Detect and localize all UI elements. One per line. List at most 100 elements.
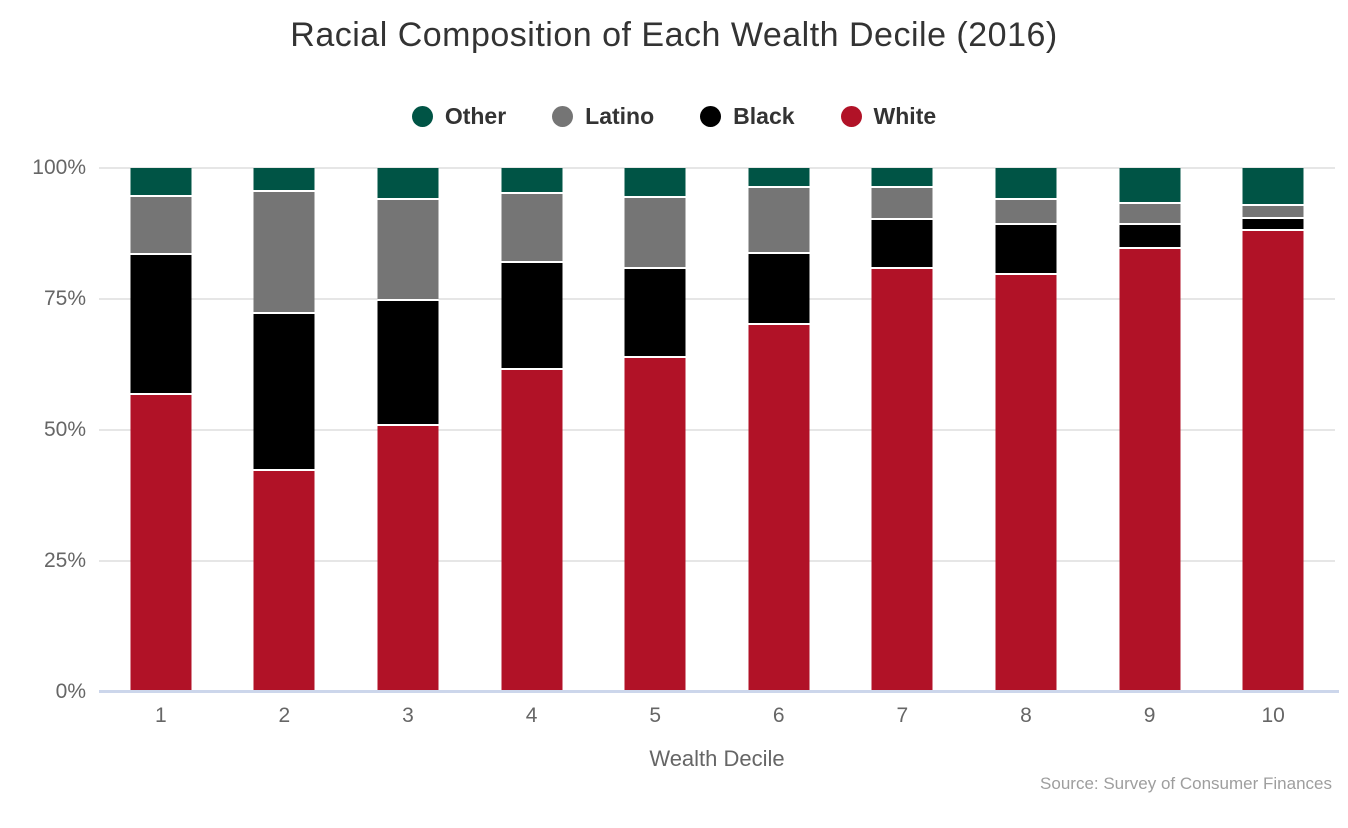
bar-segment-black-decile-3[interactable] [377, 300, 439, 426]
bar-stack-5 [624, 168, 686, 692]
bar-segment-white-decile-7[interactable] [871, 268, 933, 692]
bar-stack-2 [253, 168, 315, 692]
bar-segment-other-decile-1[interactable] [130, 168, 192, 197]
bar-segment-other-decile-2[interactable] [253, 168, 315, 193]
bar-segment-latino-decile-3[interactable] [377, 199, 439, 301]
bar-stack-3 [377, 168, 439, 692]
bar-segment-other-decile-5[interactable] [624, 168, 686, 199]
x-tick-label-10: 10 [1261, 704, 1285, 727]
legend-label-black: Black [733, 103, 795, 129]
chart-title: Racial Composition of Each Wealth Decile… [290, 16, 1058, 54]
bar-segment-black-decile-9[interactable] [1119, 225, 1181, 250]
legend-label-other: Other [444, 103, 507, 129]
bar-segment-latino-decile-1[interactable] [130, 196, 192, 255]
bar-segment-black-decile-7[interactable] [871, 219, 933, 269]
bar-stack-6 [748, 168, 810, 692]
legend: Other Latino Black White [0, 103, 1348, 130]
bar-cell-5 [593, 168, 717, 692]
grid-line-50pct [99, 429, 1335, 431]
bar-segment-white-decile-2[interactable] [253, 470, 315, 692]
bar-segment-white-decile-3[interactable] [377, 425, 439, 692]
bar-segment-other-decile-9[interactable] [1119, 168, 1181, 205]
bar-stack-8 [995, 168, 1057, 692]
bar-segment-latino-decile-10[interactable] [1242, 206, 1304, 220]
bar-stack-4 [501, 168, 563, 692]
grid-line-100pct [99, 167, 1335, 169]
legend-item-black[interactable]: Black [700, 103, 795, 130]
x-axis-title: Wealth Decile [649, 746, 785, 771]
bar-segment-black-decile-1[interactable] [130, 255, 192, 395]
bar-segment-other-decile-4[interactable] [501, 168, 563, 194]
source-credit: Source: Survey of Consumer Finances [1040, 774, 1332, 793]
bar-segment-white-decile-1[interactable] [130, 394, 192, 692]
bar-segment-latino-decile-8[interactable] [995, 199, 1057, 226]
bar-cell-2 [223, 168, 347, 692]
legend-marker-other-icon [411, 106, 433, 127]
x-tick-label-7: 7 [896, 704, 909, 727]
plot-area [99, 167, 1335, 692]
grid-line-75pct [99, 298, 1335, 300]
legend-label-white: White [873, 103, 937, 129]
bar-cell-8 [964, 168, 1088, 692]
y-tick-label-0pct: 0% [55, 680, 86, 703]
bar-segment-white-decile-6[interactable] [748, 324, 810, 692]
bar-stack-10 [1242, 168, 1304, 692]
bar-cell-10 [1211, 168, 1335, 692]
bar-stack-1 [130, 168, 192, 692]
bar-cell-9 [1088, 168, 1212, 692]
bar-segment-other-decile-6[interactable] [748, 168, 810, 189]
bar-segment-white-decile-10[interactable] [1242, 230, 1304, 692]
y-tick-label-100pct: 100% [32, 156, 86, 179]
bar-segment-other-decile-3[interactable] [377, 168, 439, 200]
bar-stack-7 [871, 168, 933, 692]
y-tick-label-50pct: 50% [43, 418, 86, 441]
bar-segment-white-decile-4[interactable] [501, 369, 563, 692]
legend-label-latino: Latino [585, 103, 655, 129]
legend-item-white[interactable]: White [840, 103, 937, 130]
y-tick-label-75pct: 75% [43, 287, 86, 310]
bar-segment-latino-decile-9[interactable] [1119, 204, 1181, 226]
x-axis-labels: 1 2 3 4 5 6 7 8 9 10 [99, 704, 1335, 728]
bar-segment-latino-decile-2[interactable] [253, 192, 315, 314]
bar-segment-latino-decile-5[interactable] [624, 198, 686, 269]
bars-row [99, 168, 1335, 692]
x-tick-label-5: 5 [649, 704, 662, 727]
bar-segment-black-decile-10[interactable] [1242, 219, 1304, 231]
bar-segment-black-decile-6[interactable] [748, 253, 810, 325]
bar-cell-4 [470, 168, 594, 692]
legend-marker-black-icon [700, 106, 722, 127]
x-tick-label-4: 4 [525, 704, 538, 727]
bar-cell-6 [717, 168, 841, 692]
y-tick-label-25pct: 25% [43, 549, 86, 572]
x-tick-label-6: 6 [772, 704, 785, 727]
bar-segment-latino-decile-4[interactable] [501, 193, 563, 264]
bar-segment-other-decile-10[interactable] [1242, 168, 1304, 207]
bar-segment-white-decile-9[interactable] [1119, 249, 1181, 692]
legend-item-other[interactable]: Other [411, 103, 507, 130]
legend-marker-white-icon [840, 106, 862, 127]
bar-segment-black-decile-4[interactable] [501, 263, 563, 370]
bar-segment-black-decile-8[interactable] [995, 225, 1057, 275]
bar-segment-white-decile-5[interactable] [624, 358, 686, 692]
bar-segment-black-decile-2[interactable] [253, 313, 315, 471]
x-tick-label-2: 2 [278, 704, 291, 727]
legend-marker-latino-icon [552, 106, 574, 127]
legend-item-latino[interactable]: Latino [552, 103, 654, 130]
grid-line-25pct [99, 560, 1335, 562]
bar-segment-latino-decile-7[interactable] [871, 188, 933, 220]
bar-segment-other-decile-8[interactable] [995, 168, 1057, 200]
bar-cell-1 [99, 168, 223, 692]
x-tick-label-8: 8 [1020, 704, 1032, 727]
x-tick-label-3: 3 [402, 704, 414, 727]
bar-segment-black-decile-5[interactable] [624, 268, 686, 359]
x-tick-label-1: 1 [154, 704, 167, 727]
bar-stack-9 [1119, 168, 1181, 692]
x-axis-line [99, 690, 1339, 693]
x-tick-label-9: 9 [1143, 704, 1156, 727]
bar-segment-white-decile-8[interactable] [995, 274, 1057, 692]
bar-cell-3 [346, 168, 470, 692]
bar-segment-latino-decile-6[interactable] [748, 188, 810, 254]
bar-cell-7 [841, 168, 965, 692]
bar-segment-other-decile-7[interactable] [871, 168, 933, 189]
